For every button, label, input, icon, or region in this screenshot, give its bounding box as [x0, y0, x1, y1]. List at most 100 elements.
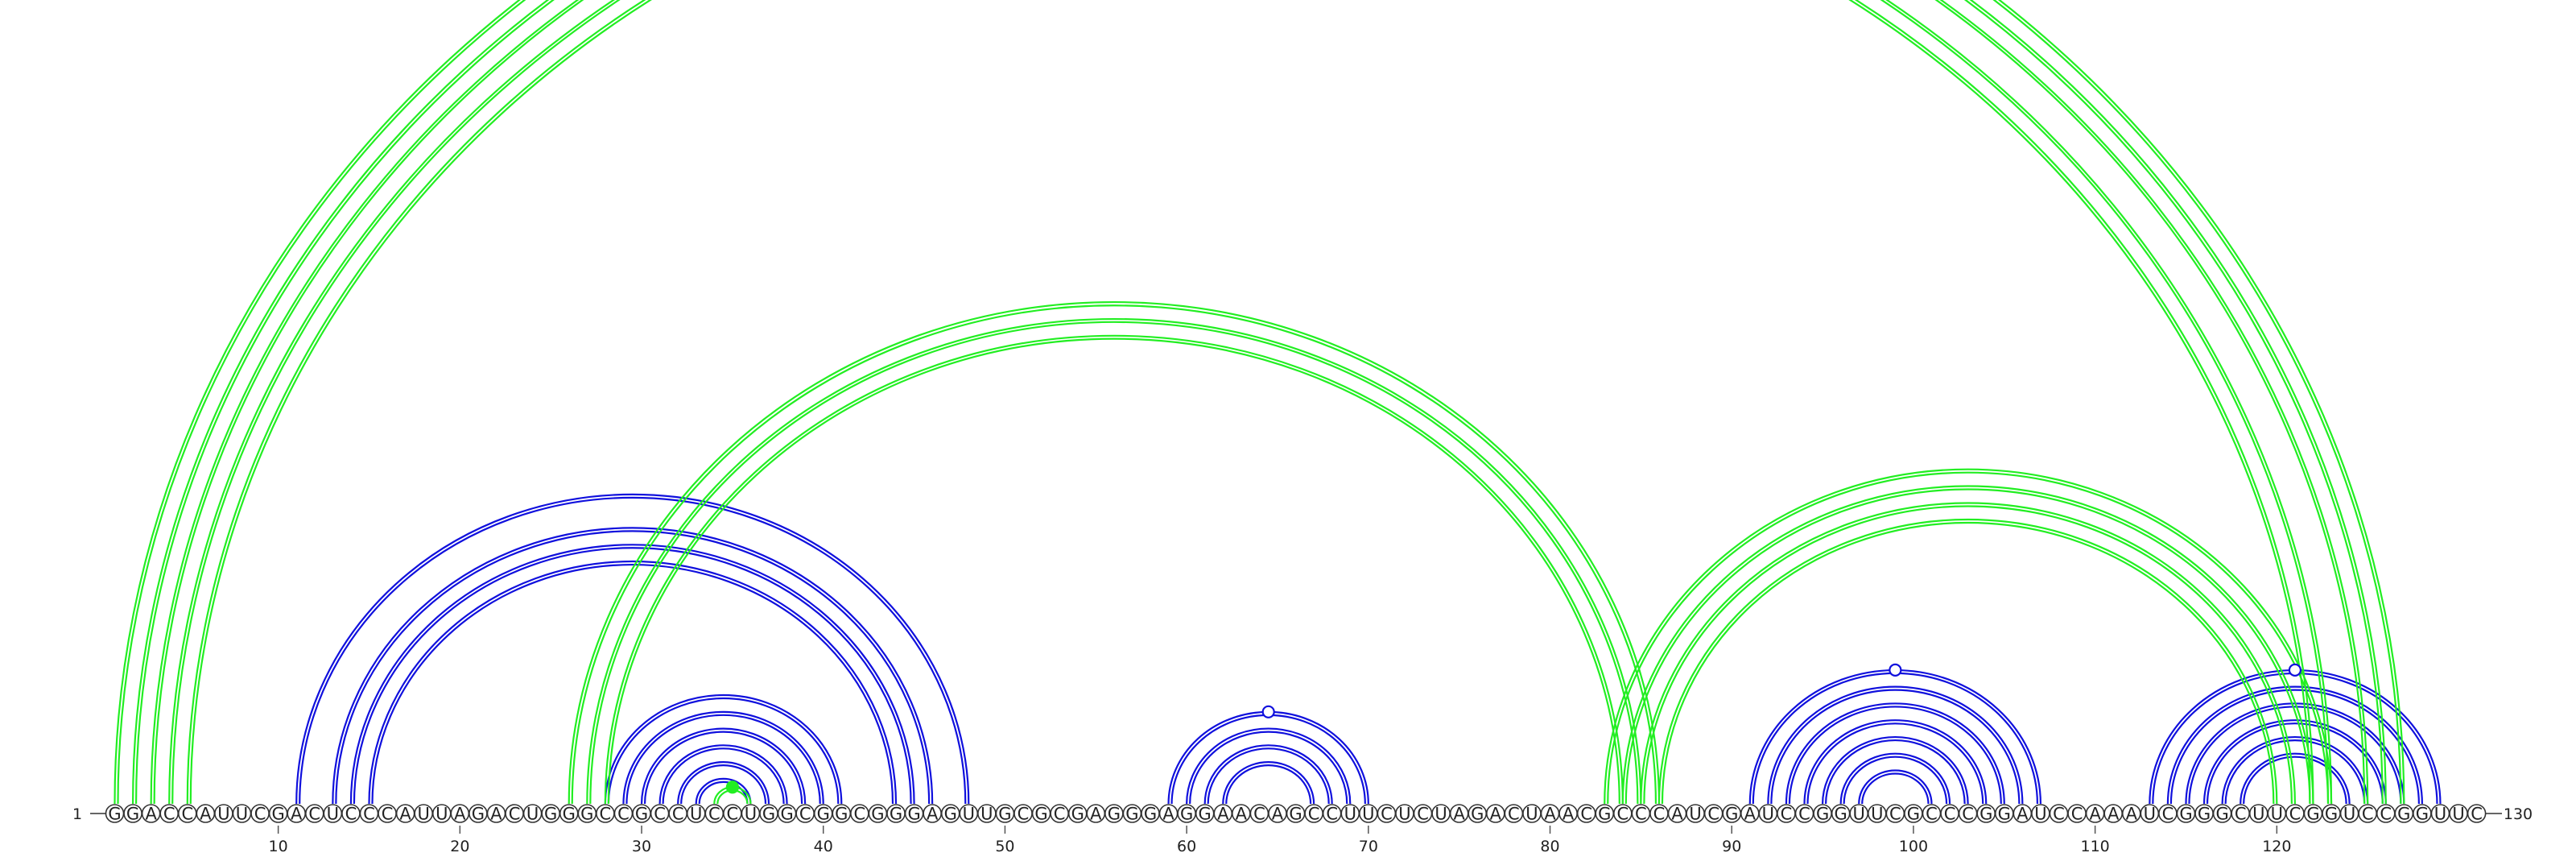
nucleotide-letter: G	[944, 805, 957, 824]
nucleotide: C	[1940, 804, 1959, 824]
position-tick-label: 110	[2080, 838, 2109, 855]
pseudoknot-pair-arc-4	[186, 0, 2314, 805]
nested-pair-arc-22	[2166, 685, 2423, 805]
nucleotide-letter: A	[1236, 805, 1248, 824]
nucleotide: G	[904, 804, 924, 824]
nucleotide: C	[850, 804, 869, 824]
nucleotide-letter: U	[436, 805, 448, 824]
nucleotide-letter: G	[1816, 805, 1829, 824]
pseudoknot-pair-arc-10	[1640, 502, 2296, 805]
nucleotide: G	[2394, 804, 2414, 824]
nucleotide-letter: U	[327, 805, 339, 824]
nucleotide-letter: C	[1653, 805, 1666, 824]
nucleotide: U	[2449, 804, 2468, 824]
nucleotide-letter: U	[1853, 805, 1865, 824]
nucleotide: C	[505, 804, 524, 824]
nucleotide: A	[1486, 804, 1505, 824]
nucleotide-letter: G	[780, 805, 793, 824]
nested-pair-arc-12	[1203, 744, 1333, 805]
nucleotide-letter: G	[1835, 805, 1847, 824]
nucleotide: C	[1249, 804, 1269, 824]
nucleotide-letter: G	[817, 805, 830, 824]
nucleotide-letter: C	[254, 805, 266, 824]
nucleotide: C	[596, 804, 615, 824]
nucleotide: C	[2285, 804, 2305, 824]
nucleotide: C	[1322, 804, 1342, 824]
nucleotide: A	[141, 804, 161, 824]
nucleotide-letter: U	[2452, 805, 2464, 824]
nested-pair-arc-15	[1767, 685, 2024, 805]
nucleotide: A	[1158, 804, 1179, 824]
nucleotide-letter: G	[1144, 805, 1157, 824]
nucleotide-letter: C	[2362, 805, 2374, 824]
pseudoknot-pair-arc-2	[150, 0, 2369, 805]
nucleotide: U	[1522, 804, 1542, 824]
nucleotide: G	[268, 804, 288, 824]
nucleotide-letter: G	[1907, 805, 1920, 824]
nucleotide-letter: A	[1272, 805, 1284, 824]
nucleotide: C	[723, 804, 742, 824]
nucleotide: C	[359, 804, 379, 824]
nucleotide: C	[1885, 804, 1905, 824]
nucleotide-letter: A	[1217, 805, 1229, 824]
nucleotide: A	[486, 804, 506, 824]
nucleotide-letter: A	[2089, 805, 2101, 824]
nucleotide-letter: C	[2235, 805, 2247, 824]
nucleotide-letter: A	[454, 805, 466, 824]
nucleotide-letter: G	[890, 805, 902, 824]
nucleotide: A	[1540, 804, 1560, 824]
nucleotide-letter: G	[907, 805, 920, 824]
nucleotide: G	[813, 804, 833, 824]
nucleotide-letter: G	[1998, 805, 2011, 824]
nucleotide-letter: U	[2271, 805, 2283, 824]
nucleotide: U	[2430, 804, 2450, 824]
nucleotide-letter: G	[580, 805, 593, 824]
nucleotide: G	[759, 804, 778, 824]
nucleotide-letter: A	[1162, 805, 1174, 824]
nucleotide-letter: U	[1762, 805, 1774, 824]
nucleotide: U	[522, 804, 543, 824]
nucleotide: A	[1667, 804, 1687, 824]
nucleotide-letter: G	[1071, 805, 1084, 824]
nucleotide: G	[2194, 804, 2214, 824]
nested-pair-arc-25	[2221, 735, 2369, 805]
nested-pair-arc-19	[1839, 752, 1951, 805]
nucleotide-letter: G	[1108, 805, 1121, 824]
nucleotide: C	[1613, 804, 1633, 824]
nucleotide: U	[977, 804, 997, 824]
nucleotide-letter: G	[871, 805, 884, 824]
nucleotide-letter: U	[1344, 805, 1356, 824]
nucleotide-letter: C	[1616, 805, 1629, 824]
nucleotide: C	[2049, 804, 2069, 824]
nested-pair-arc-6	[640, 727, 807, 805]
nucleotide: G	[577, 804, 597, 824]
nucleotide-letter: C	[1508, 805, 1520, 824]
nucleotide: C	[2467, 804, 2487, 824]
nucleotide: A	[2103, 804, 2123, 824]
nucleotide: G	[2413, 804, 2432, 824]
nucleotide-letter: C	[345, 805, 357, 824]
nested-pair-arc-26	[2240, 752, 2351, 805]
nucleotide: A	[1268, 804, 1287, 824]
nucleotide-letter: G	[2416, 805, 2429, 824]
nucleotide-letter: C	[654, 805, 666, 824]
position-tick: 90	[1722, 826, 1741, 855]
nucleotide: G	[105, 804, 125, 824]
nucleotide: U	[232, 804, 252, 824]
nucleotide-letter: G	[635, 805, 648, 824]
arc-marker	[1261, 705, 1275, 718]
nucleotide: C	[1703, 804, 1724, 824]
nucleotide-letter: A	[927, 805, 939, 824]
nucleotide-letter: C	[1326, 805, 1338, 824]
nucleotide: A	[1086, 804, 1106, 824]
arc-marker	[725, 780, 739, 794]
nested-pair-arc-1	[332, 527, 934, 805]
nucleotide-letter: A	[1544, 805, 1556, 824]
nucleotide: C	[1922, 804, 1942, 824]
nucleotide-letter: C	[308, 805, 320, 824]
nucleotide: G	[123, 804, 142, 824]
nucleotide-letter: U	[236, 805, 248, 824]
nucleotide: G	[1286, 804, 1306, 824]
nucleotide: U	[741, 804, 761, 824]
nucleotide: G	[1104, 804, 1124, 824]
